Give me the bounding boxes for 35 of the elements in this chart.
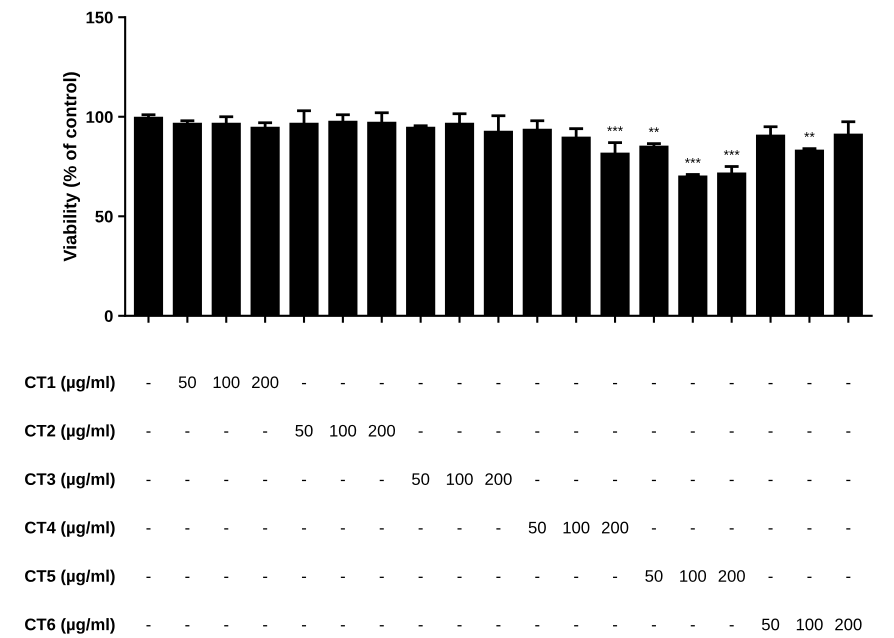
text: CT4 (µg/ml) <box>25 521 115 537</box>
text: CT2 (µg/ml) <box>25 424 115 440</box>
category-label: 100 - - - - - <box>214 376 240 626</box>
category-label: - - - - 50 - <box>645 382 663 626</box>
data-label: *** <box>607 126 623 132</box>
category-label: - - - 100 - - <box>564 382 590 626</box>
category-label: - - - - - 200 <box>835 382 862 630</box>
data-label: *** <box>684 158 701 163</box>
category-label: - 50 - - - - <box>295 382 313 626</box>
category-label: - - 100 - - - <box>446 382 473 626</box>
text: CT6 (µg/ml) <box>25 618 115 634</box>
text: CT3 (µg/ml) <box>25 472 115 488</box>
category-label: - - - - 200 - <box>718 382 745 626</box>
category-label: - 100 - - - - <box>330 382 356 626</box>
category-label: - - - - - - <box>146 382 151 626</box>
text: CT5 (µg/ml) <box>25 570 115 586</box>
category-label: - - 50 - - - <box>412 382 430 626</box>
category-label: 200 - - - - - <box>252 376 278 626</box>
data-label: ** <box>804 132 815 138</box>
category-label: - 200 - - - - <box>368 382 396 626</box>
y-tick-label: 100 <box>86 111 113 123</box>
category-label: - - - - 100 - <box>680 382 706 626</box>
data-label: *** <box>724 150 740 155</box>
y-tick-label: 150 <box>86 12 113 24</box>
category-label: - - - 200 - - <box>602 382 628 626</box>
y-tick-label: 50 <box>95 210 113 222</box>
category-label: - - - 50 - - <box>528 382 546 626</box>
data-label: ** <box>648 127 660 132</box>
category-label: - - - - - 50 <box>762 382 780 630</box>
text: CT1 (µg/ml) <box>25 376 115 392</box>
y-tick-label: 0 <box>104 310 113 322</box>
y-axis-title: Viability (% of control) <box>63 72 80 262</box>
category-label: 50 - - - - - <box>178 376 196 626</box>
category-label: - - 200 - - - <box>485 382 512 626</box>
category-label: - - - - - 100 <box>796 382 823 630</box>
